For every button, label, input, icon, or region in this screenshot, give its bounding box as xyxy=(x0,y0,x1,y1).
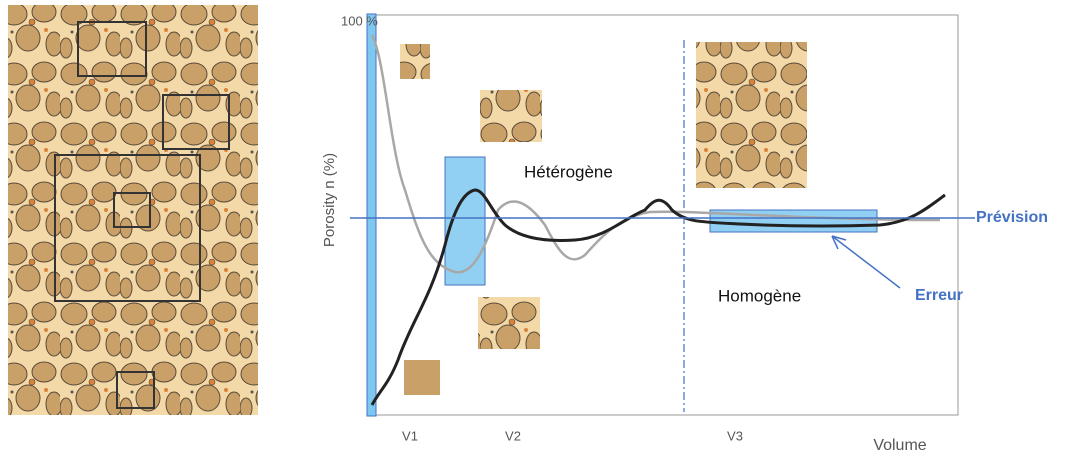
error-label: Erreur xyxy=(915,287,963,304)
curve-black xyxy=(370,188,946,406)
x-mark: V2 xyxy=(505,428,521,443)
y-axis-label: Porosity n (%) xyxy=(321,153,338,247)
highlight-v0 xyxy=(366,13,377,417)
x-mark: V1 xyxy=(402,428,418,443)
curve-gray xyxy=(370,34,941,274)
top-label: 100 % xyxy=(341,13,378,28)
x-mark: V3 xyxy=(727,428,743,443)
inset-images xyxy=(400,42,807,395)
zone-label: Homogène xyxy=(718,286,801,305)
sample-windows xyxy=(54,21,230,409)
sample xyxy=(8,5,258,415)
forecast-label: Prévision xyxy=(976,209,1048,226)
zone-label: Hétérogène xyxy=(524,162,613,181)
x-axis-label: Volume xyxy=(873,437,926,454)
error-arrow xyxy=(831,235,901,289)
error-arrow-head xyxy=(831,235,847,250)
